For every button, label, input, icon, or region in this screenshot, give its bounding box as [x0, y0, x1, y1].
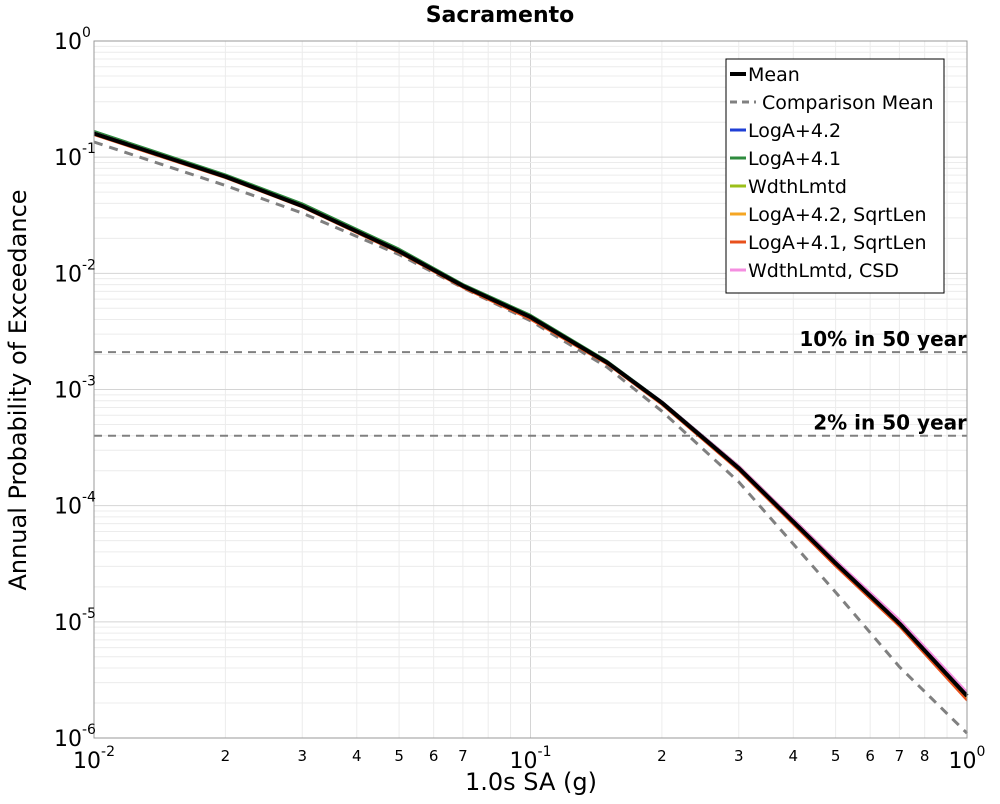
legend-entry: LogA+4.2, SqrtLen — [748, 204, 927, 226]
y-axis-label: Annual Probability of Exceedance — [4, 189, 32, 590]
legend-entry: Mean — [748, 64, 800, 86]
plot-frame — [93, 40, 968, 739]
legend: Mean Comparison Mean LogA+4.2 LogA+4.1 WdthL… — [725, 58, 945, 294]
x-minor-tick-label: 6 — [429, 747, 439, 765]
series-lines — [93, 130, 969, 735]
y-tick-label: 10-3 — [54, 374, 96, 404]
legend-entry: WdthLmtd, CSD — [748, 260, 899, 282]
y-axis-ticks: 100 10-1 10-2 10-3 10-4 10-5 10-6 — [54, 25, 96, 752]
series-line — [93, 140, 969, 735]
x-minor-tick-label: 2 — [221, 747, 231, 765]
x-minor-tick-label: 3 — [734, 747, 744, 765]
legend-entry: LogA+4.1, SqrtLen — [748, 232, 927, 254]
legend-entry: LogA+4.1 — [748, 148, 841, 170]
x-minor-tick-label: 4 — [352, 747, 362, 765]
y-tick-label: 10-2 — [54, 257, 96, 287]
x-minor-tick-label: 5 — [831, 747, 841, 765]
x-tick-label: 100 — [949, 744, 986, 774]
x-minor-tick-label: 8 — [920, 747, 930, 765]
x-minor-tick-label: 2 — [657, 747, 667, 765]
x-axis-label: 1.0s SA (g) — [465, 768, 597, 796]
x-tick-label: 10-2 — [73, 744, 115, 774]
reference-line-label: 10% in 50 year — [799, 327, 967, 351]
x-minor-tick-label: 7 — [895, 747, 905, 765]
reference-line-label: 2% in 50 year — [813, 411, 967, 435]
chart-title: Sacramento — [426, 3, 575, 28]
grid — [93, 41, 967, 739]
x-minor-tick-label: 3 — [297, 747, 307, 765]
y-tick-label: 100 — [54, 25, 91, 55]
x-minor-tick-label: 7 — [458, 747, 468, 765]
legend-entry: Comparison Mean — [762, 92, 934, 114]
series-line — [93, 131, 969, 698]
reference-lines: 10% in 50 year 2% in 50 year — [94, 327, 967, 437]
x-minor-tick-label: 6 — [865, 747, 875, 765]
y-tick-label: 10-5 — [54, 606, 96, 636]
legend-entry: WdthLmtd — [748, 176, 847, 198]
y-tick-label: 10-6 — [54, 722, 96, 752]
legend-entry: LogA+4.2 — [748, 120, 841, 142]
x-minor-tick-label: 4 — [789, 747, 799, 765]
y-tick-label: 10-4 — [54, 490, 96, 520]
legend-box — [725, 58, 945, 294]
x-minor-tick-label: 5 — [394, 747, 404, 765]
y-tick-label: 10-1 — [54, 141, 96, 171]
x-tick-label: 10-1 — [510, 744, 552, 774]
